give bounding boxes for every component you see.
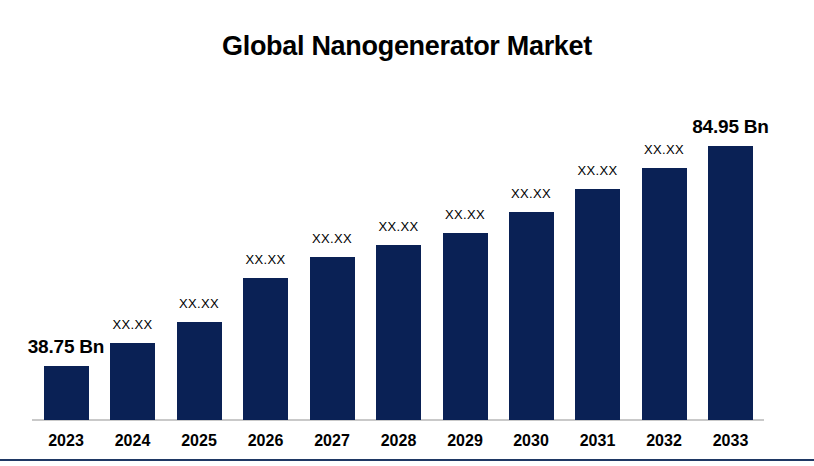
x-axis-tick-label-2023: 2023 [48,432,84,450]
bar-value-label-2031: XX.XX [578,164,618,179]
bar-2023 [44,366,89,420]
x-axis-tick-label-2029: 2029 [447,432,483,450]
x-axis-tick-label-2031: 2031 [580,432,616,450]
bar-value-label-2030: XX.XX [511,187,551,202]
bar-value-label-2029: XX.XX [445,208,485,223]
x-axis-tick-label-2024: 2024 [115,432,151,450]
bar-value-label-2023: 38.75 Bn [28,336,105,358]
bar-2032 [642,168,687,420]
bottom-border-line [0,459,814,461]
bar-2030 [509,212,554,420]
bar-value-label-2025: XX.XX [179,297,219,312]
x-axis-tick-label-2030: 2030 [513,432,549,450]
bar-value-label-2026: XX.XX [246,253,286,268]
bar-2027 [310,257,355,420]
chart-canvas: Global Nanogenerator Market 38.75 Bn2023… [0,0,814,466]
bar-2029 [443,233,488,420]
bar-value-label-2024: XX.XX [113,318,153,333]
bar-2031 [575,189,620,420]
bar-value-label-2028: XX.XX [379,220,419,235]
bar-2025 [177,322,222,420]
bar-value-label-2032: XX.XX [644,143,684,158]
bar-2026 [243,278,288,420]
plot-area: 38.75 Bn 2023 XX.XX 2024 XX.XX 2025 XX.XX 2026 X… [0,0,814,466]
x-axis-tick-label-2033: 2033 [713,432,749,450]
bar-2033 [708,146,753,420]
x-axis-tick-label-2025: 2025 [181,432,217,450]
bar-value-label-2027: XX.XX [312,232,352,247]
bar-2028 [376,245,421,420]
x-axis-tick-label-2026: 2026 [248,432,284,450]
x-axis-tick-label-2028: 2028 [381,432,417,450]
x-axis-tick-label-2027: 2027 [314,432,350,450]
x-axis-tick-label-2032: 2032 [646,432,682,450]
bar-value-label-2033: 84.95 Bn [692,116,769,138]
bar-2024 [110,343,155,420]
